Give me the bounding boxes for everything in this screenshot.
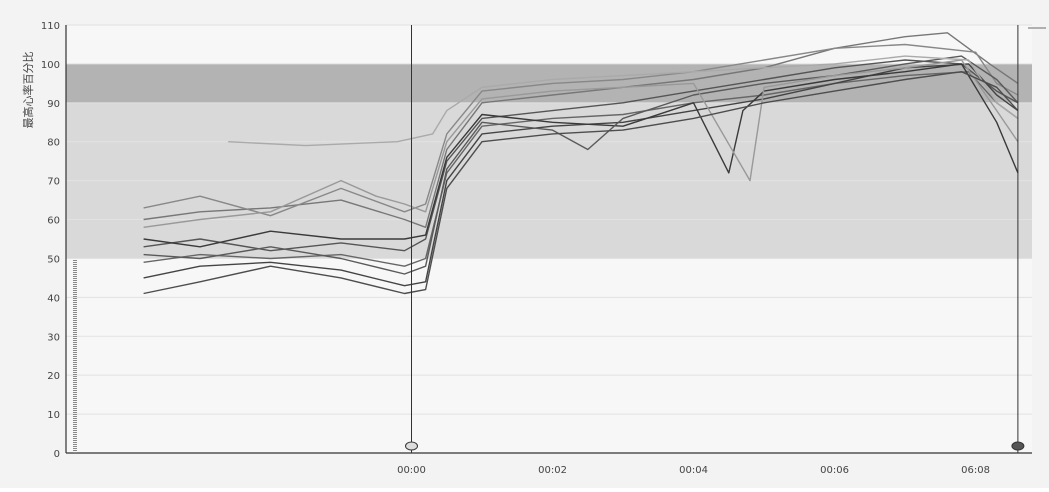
series-line-2 — [143, 32, 1019, 228]
x-tick-label: 00:06 — [820, 465, 849, 476]
marker-layer — [405, 25, 1025, 453]
y-tick-label: 40 — [47, 293, 60, 304]
x-tick-label: 00:02 — [538, 465, 567, 476]
series-line-8 — [228, 55, 1019, 147]
series-line-3 — [143, 63, 1019, 287]
y-tick-label: 100 — [41, 60, 60, 71]
marker-handle-1 — [1011, 441, 1025, 451]
y-tick-label: 30 — [47, 332, 60, 343]
y-tick-label: 70 — [47, 177, 60, 188]
y-tick-label: 90 — [47, 99, 60, 110]
y-tick-label: 80 — [47, 138, 60, 149]
series-line-1 — [143, 71, 1019, 267]
y-axis-label: 最高心率百分比 — [21, 52, 35, 129]
y-tick-label: 20 — [47, 371, 60, 382]
marker-handle-0 — [405, 441, 419, 451]
y-tick-label: 0 — [54, 449, 60, 460]
zone-layer — [66, 63, 1032, 259]
series-layer — [143, 32, 1019, 295]
grid-layer — [66, 24, 1032, 454]
y-tick-label: 10 — [47, 410, 60, 421]
x-tick-label: 00:04 — [679, 465, 708, 476]
series-line-6 — [143, 55, 1019, 275]
y-tick-label: 60 — [47, 216, 60, 227]
series-line-9 — [143, 71, 1019, 295]
y-tick-label: 50 — [47, 254, 60, 265]
y-tick-label: 110 — [41, 21, 60, 32]
axis-layer — [65, 25, 1032, 454]
series-line-5 — [143, 63, 1019, 248]
tick-layer: 0 10 20 30 40 50 60 70 80 90 100 110 00:00 00:02 00:04… — [41, 21, 990, 476]
x-tick-label: 00:00 — [397, 465, 426, 476]
x-tick-label: 06:08 — [961, 465, 990, 476]
series-line-4 — [143, 43, 1019, 217]
series-line-7 — [143, 59, 1019, 228]
